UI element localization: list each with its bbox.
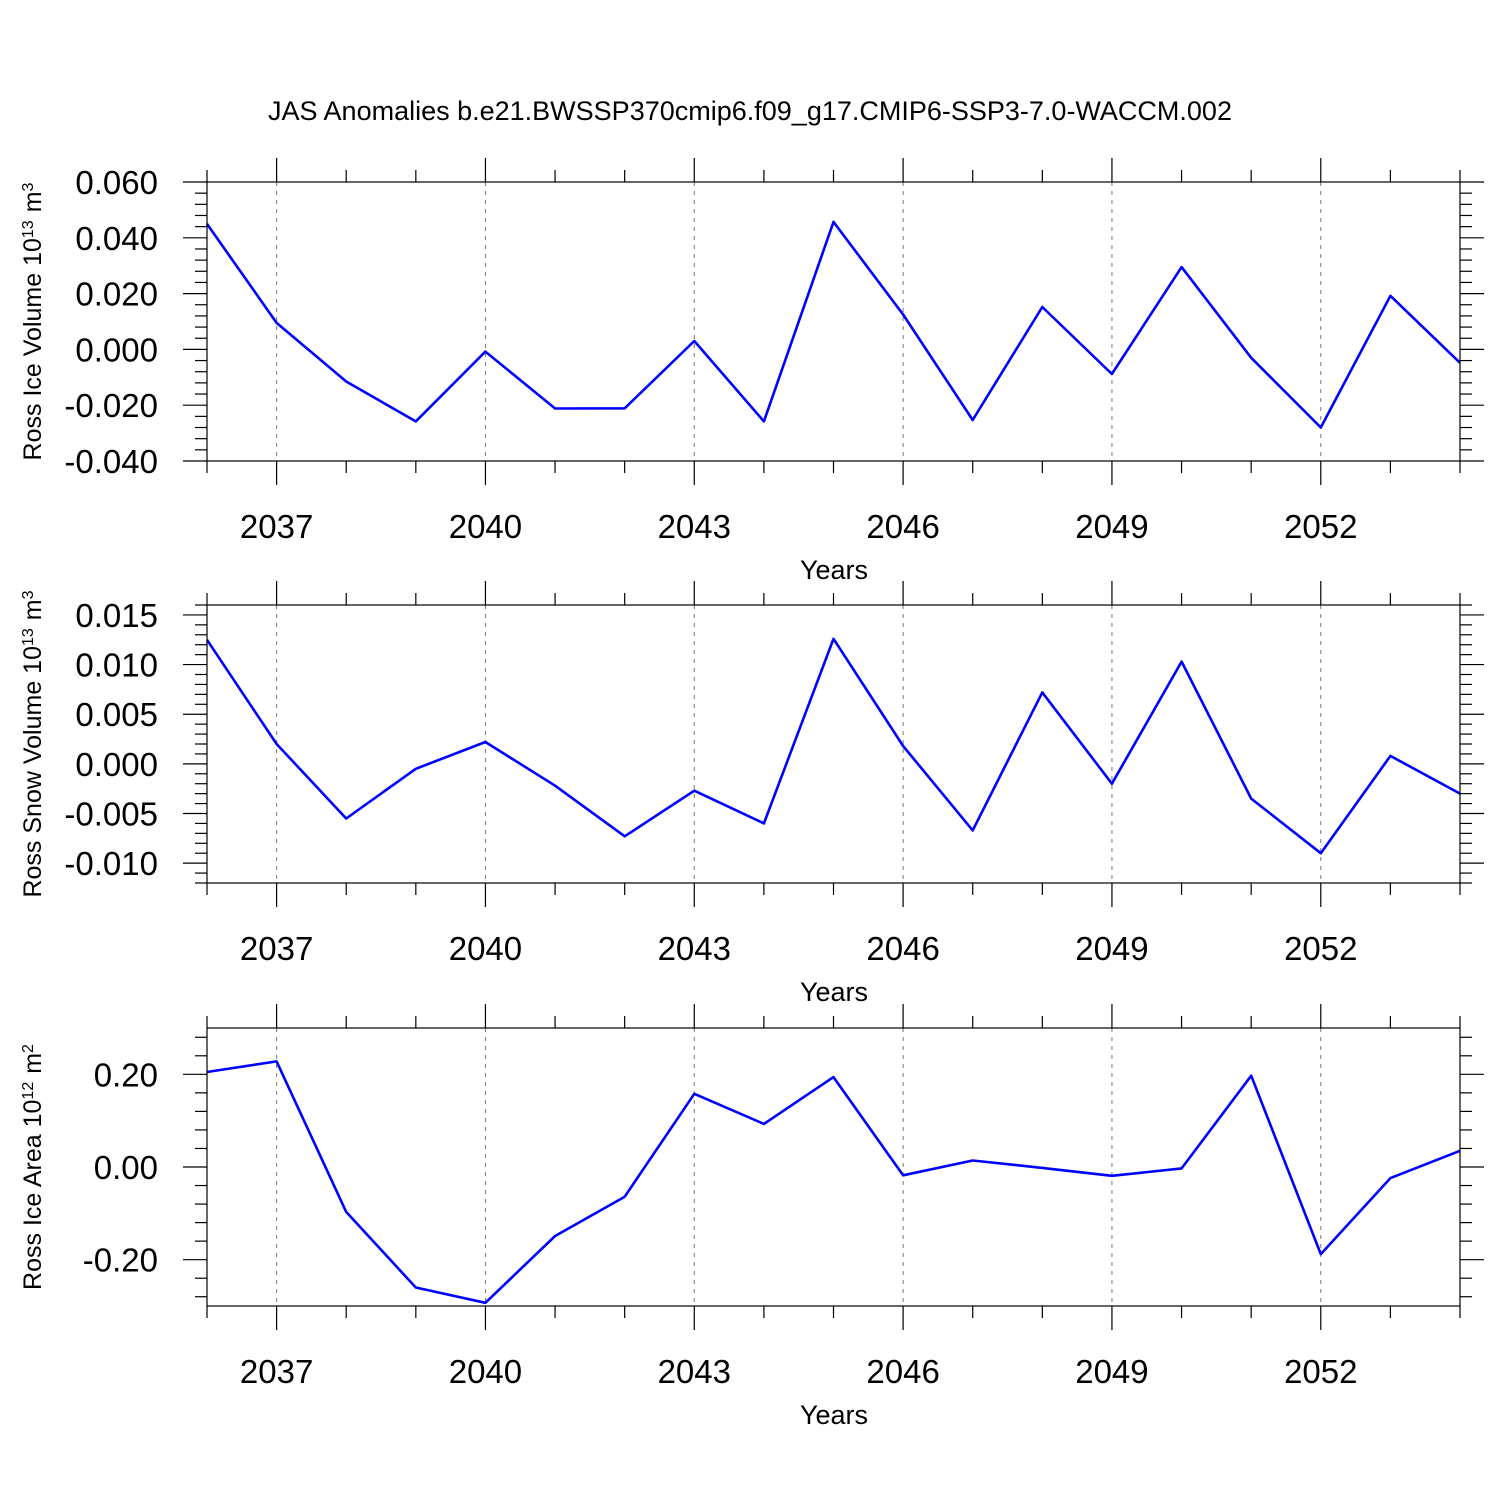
y-axis-label: Ross Ice Area 1012m2	[19, 1044, 47, 1290]
x-tick-label: 2040	[449, 1353, 522, 1390]
plot-frame	[206, 1027, 1461, 1307]
y-tick-label: 0.20	[94, 1056, 158, 1093]
data-line	[205, 220, 1461, 429]
x-tick-label: 2043	[658, 930, 731, 967]
data-line	[206, 1060, 1461, 1305]
yticks: 0.20 0.00 -0.20	[83, 1036, 1484, 1298]
x-axis-label: Years	[800, 977, 868, 1007]
y-axis-label: Ross Ice Volume 1013m3	[19, 182, 47, 460]
x-tick-label: 2037	[240, 508, 313, 545]
yticks: 0.015 0.010 0.005 0.000 -0.005 -0.010	[64, 597, 1484, 884]
x-tick-label: 2040	[449, 508, 522, 545]
plot-frame	[206, 181, 1461, 462]
x-tick-label: 2046	[866, 1353, 939, 1390]
y-tick-label: 0.020	[75, 276, 158, 313]
x-tick-label: 2049	[1075, 930, 1148, 967]
x-tick-label: 2046	[866, 508, 939, 545]
x-tick-label: 2043	[658, 508, 731, 545]
y-tick-label: -0.020	[64, 387, 158, 424]
x-tick-label: 2049	[1075, 508, 1148, 545]
x-axis-label: Years	[800, 555, 868, 585]
y-tick-label: 0.000	[75, 746, 158, 783]
panel-ice-area: 0.20 0.00 -0.20 2037 2040 2043 2046 2049 2052 R…	[19, 1004, 1484, 1430]
x-tick-label: 2043	[658, 1353, 731, 1390]
panel-ice-volume: 0.060 0.040 0.020 0.000 -0.020 -0.040 2037 204…	[19, 158, 1484, 585]
y-tick-label: -0.20	[83, 1242, 158, 1279]
y-tick-label: -0.040	[64, 443, 158, 480]
x-axis-label: Years	[800, 1400, 868, 1430]
figure-title: JAS Anomalies b.e21.BWSSP370cmip6.f09_g1…	[268, 96, 1232, 126]
x-tick-label: 2052	[1284, 508, 1357, 545]
y-tick-label: -0.010	[64, 845, 158, 882]
x-tick-label: 2049	[1075, 1353, 1148, 1390]
x-tick-label: 2037	[240, 930, 313, 967]
y-tick-label: 0.000	[75, 331, 158, 368]
y-tick-label: 0.015	[75, 597, 158, 634]
series-line	[205, 220, 1461, 429]
data-line	[205, 637, 1461, 855]
y-tick-label: 0.00	[94, 1149, 158, 1186]
x-tick-label: 2037	[240, 1353, 313, 1390]
y-tick-label: 0.060	[75, 164, 158, 201]
x-tick-label: 2046	[866, 930, 939, 967]
xticks: 2037 2040 2043 2046 2049 2052	[206, 581, 1461, 967]
plot-frame	[206, 604, 1461, 884]
yticks: 0.060 0.040 0.020 0.000 -0.020 -0.040	[64, 164, 1484, 480]
y-tick-label: -0.005	[64, 796, 158, 833]
y-axis-label: Ross Snow Volume 1013m3	[19, 590, 47, 897]
y-tick-label: 0.005	[75, 696, 158, 733]
y-tick-label: 0.040	[75, 220, 158, 257]
x-tick-label: 2052	[1284, 930, 1357, 967]
x-tick-label: 2040	[449, 930, 522, 967]
x-tick-label: 2052	[1284, 1353, 1357, 1390]
panel-snow-volume: 0.015 0.010 0.005 0.000 -0.005 -0.010 2037 204…	[19, 581, 1484, 1007]
xticks: 2037 2040 2043 2046 2049 2052	[206, 1004, 1461, 1390]
series-line	[206, 1060, 1461, 1305]
xticks: 2037 2040 2043 2046 2049 2052	[206, 158, 1461, 545]
y-tick-label: 0.010	[75, 647, 158, 684]
series-line	[205, 637, 1461, 855]
